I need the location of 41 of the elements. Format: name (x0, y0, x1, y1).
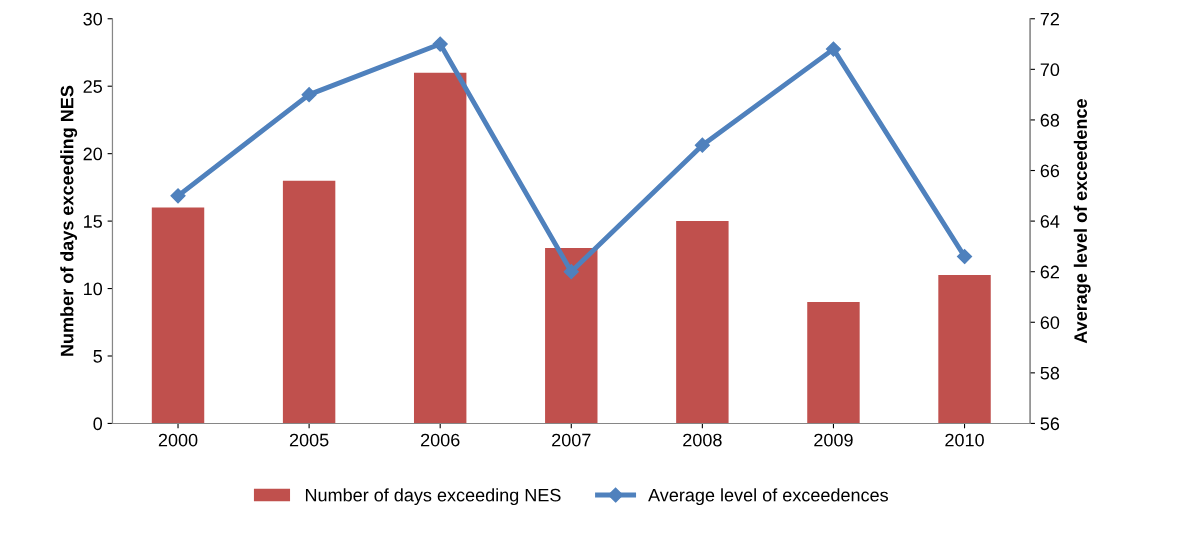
bar (545, 248, 598, 424)
x-tick-label: 2009 (814, 433, 853, 447)
y2-tick-label: 60 (1040, 316, 1060, 329)
bar (807, 302, 860, 424)
bar (282, 180, 336, 424)
legend-label: Average level of exceedences (648, 488, 888, 506)
x-tick-label: 2005 (289, 433, 329, 447)
x-tick-label: 2006 (421, 433, 460, 447)
y-tick-label: 25 (83, 80, 102, 93)
point (694, 137, 710, 153)
x-tick-label: 2010 (945, 433, 984, 447)
y-tick-label: 30 (83, 12, 103, 26)
y2-tick-label: 58 (1040, 366, 1060, 380)
y2-tick-label: 72 (1040, 12, 1059, 26)
y2-tick-label: 62 (1040, 265, 1059, 279)
y-tick-label: 0 (93, 417, 103, 431)
bar (413, 72, 467, 424)
y-axis-title: Number of days exceeding NES (60, 85, 78, 356)
y-tick-label: 10 (84, 282, 103, 296)
x-tick-label: 2007 (552, 433, 591, 447)
point (825, 41, 842, 57)
point (563, 264, 579, 280)
bar (151, 207, 205, 424)
y2-tick-label: 56 (1040, 417, 1060, 431)
bar (676, 221, 729, 424)
x-tick-label: 2000 (158, 433, 198, 447)
y2-tick-label: 70 (1040, 63, 1060, 77)
legend-label: Number of days exceeding NES (305, 488, 561, 506)
y2-axis-title: Average level of exceedence (1073, 99, 1091, 344)
point (170, 188, 186, 204)
y-tick-label: 5 (93, 350, 102, 363)
y-tick-label: 20 (83, 147, 103, 161)
y-tick-label: 15 (84, 215, 102, 228)
x-tick-label: 2008 (683, 433, 722, 447)
point (432, 36, 448, 52)
point (301, 87, 317, 103)
y2-tick-label: 64 (1040, 215, 1060, 228)
point (956, 248, 973, 265)
bar (938, 275, 991, 424)
y2-tick-label: 66 (1040, 164, 1060, 178)
y2-tick-label: 68 (1040, 113, 1060, 127)
